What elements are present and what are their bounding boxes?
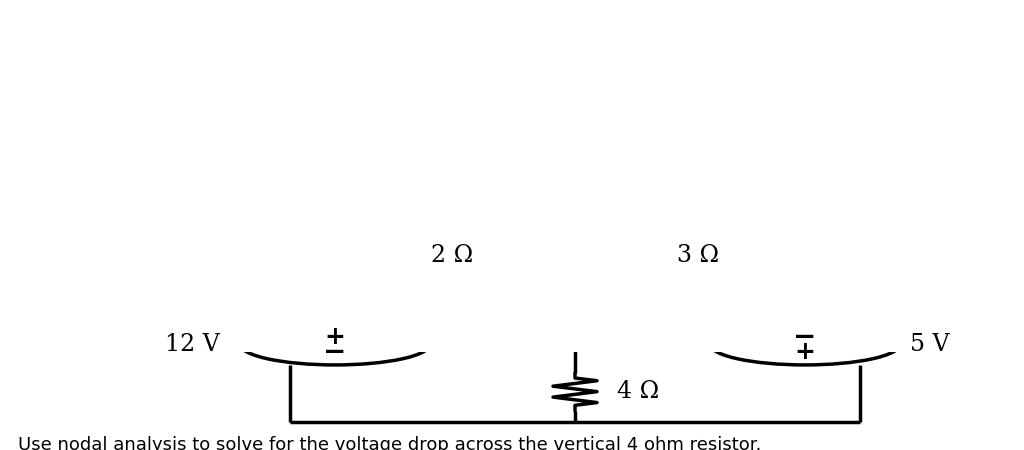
Text: 3 Ω: 3 Ω: [678, 244, 720, 267]
Text: 5 V: 5 V: [910, 333, 949, 356]
Text: Use nodal analysis to solve for the voltage drop across the vertical 4 ohm resis: Use nodal analysis to solve for the volt…: [18, 436, 762, 450]
Text: −: −: [794, 323, 816, 351]
Text: +: +: [795, 340, 815, 364]
Text: 4 Ω: 4 Ω: [617, 380, 659, 403]
Text: 12 V: 12 V: [165, 333, 220, 356]
Text: 2 Ω: 2 Ω: [431, 244, 474, 267]
Text: +: +: [325, 325, 345, 349]
Text: −: −: [324, 338, 347, 366]
